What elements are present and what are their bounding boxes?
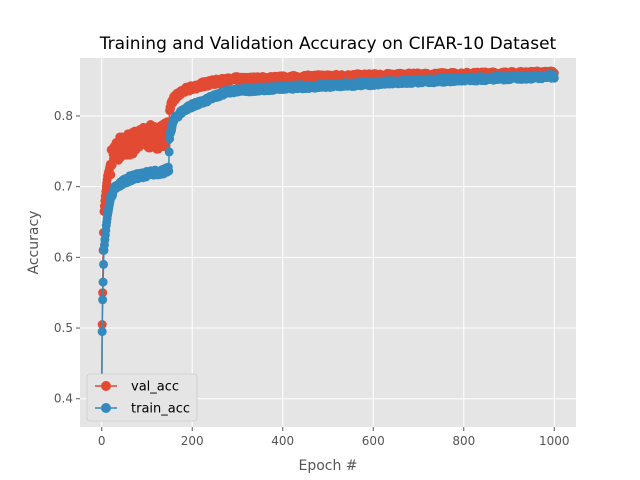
x-tick-label: 0 bbox=[98, 434, 106, 448]
y-tick-label: 0.7 bbox=[54, 180, 73, 194]
data-point-train_acc bbox=[98, 277, 108, 287]
x-tick-label: 400 bbox=[271, 434, 294, 448]
data-point-train_acc bbox=[98, 295, 108, 305]
x-tick-label: 800 bbox=[452, 434, 475, 448]
data-point-train_acc bbox=[164, 147, 174, 157]
series-layer bbox=[97, 66, 559, 411]
x-tick-label: 1000 bbox=[539, 434, 570, 448]
legend-marker-val-acc bbox=[101, 381, 111, 391]
legend-label-train-acc: train_acc bbox=[131, 402, 190, 417]
x-axis-label: Epoch # bbox=[298, 458, 357, 474]
y-tick-label: 0.5 bbox=[54, 321, 73, 335]
data-point-train_acc bbox=[97, 327, 107, 337]
series-train_acc bbox=[97, 70, 559, 411]
data-point-train_acc bbox=[549, 73, 559, 83]
legend-label-val-acc: val_acc bbox=[131, 380, 179, 395]
data-point-val_acc bbox=[106, 170, 116, 180]
grid bbox=[80, 58, 576, 427]
y-tick-label: 0.4 bbox=[54, 392, 73, 406]
legend-marker-train-acc bbox=[101, 403, 111, 413]
y-tick-label: 0.6 bbox=[54, 250, 73, 264]
legend: val_acc train_acc bbox=[86, 373, 198, 422]
chart-title: Training and Validation Accuracy on CIFA… bbox=[99, 34, 557, 54]
data-point-train_acc bbox=[99, 259, 109, 269]
ticks: 0 200 400 600 800 1000 0.4 0.5 0.6 0.7 0.8 bbox=[54, 109, 570, 448]
y-tick-label: 0.8 bbox=[54, 109, 73, 123]
data-point-train_acc bbox=[164, 166, 174, 176]
x-tick-label: 200 bbox=[181, 434, 204, 448]
x-tick-label: 600 bbox=[362, 434, 385, 448]
y-axis-label: Accuracy bbox=[26, 211, 42, 275]
plot-area bbox=[80, 58, 576, 427]
